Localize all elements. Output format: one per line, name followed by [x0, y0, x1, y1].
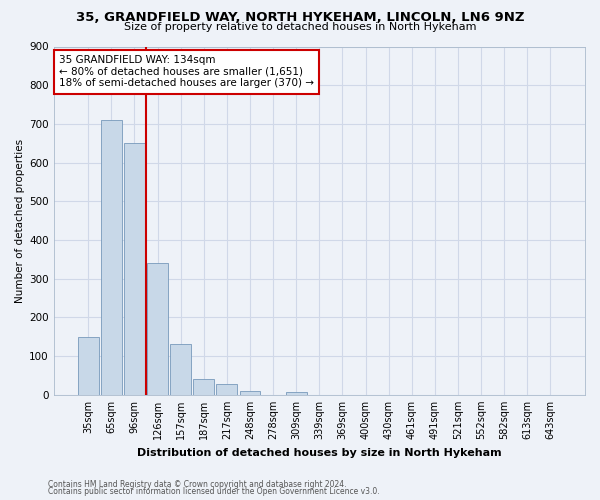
Bar — [101, 120, 122, 395]
X-axis label: Distribution of detached houses by size in North Hykeham: Distribution of detached houses by size … — [137, 448, 502, 458]
Bar — [147, 263, 168, 395]
Bar — [124, 144, 145, 395]
Bar — [217, 384, 237, 395]
Text: Contains HM Land Registry data © Crown copyright and database right 2024.: Contains HM Land Registry data © Crown c… — [48, 480, 347, 489]
Bar — [239, 391, 260, 395]
Bar — [193, 380, 214, 395]
Bar — [170, 344, 191, 395]
Text: 35 GRANDFIELD WAY: 134sqm
← 80% of detached houses are smaller (1,651)
18% of se: 35 GRANDFIELD WAY: 134sqm ← 80% of detac… — [59, 55, 314, 88]
Text: Contains public sector information licensed under the Open Government Licence v3: Contains public sector information licen… — [48, 487, 380, 496]
Text: 35, GRANDFIELD WAY, NORTH HYKEHAM, LINCOLN, LN6 9NZ: 35, GRANDFIELD WAY, NORTH HYKEHAM, LINCO… — [76, 11, 524, 24]
Text: Size of property relative to detached houses in North Hykeham: Size of property relative to detached ho… — [124, 22, 476, 32]
Bar — [78, 337, 98, 395]
Y-axis label: Number of detached properties: Number of detached properties — [15, 138, 25, 302]
Bar — [286, 392, 307, 395]
